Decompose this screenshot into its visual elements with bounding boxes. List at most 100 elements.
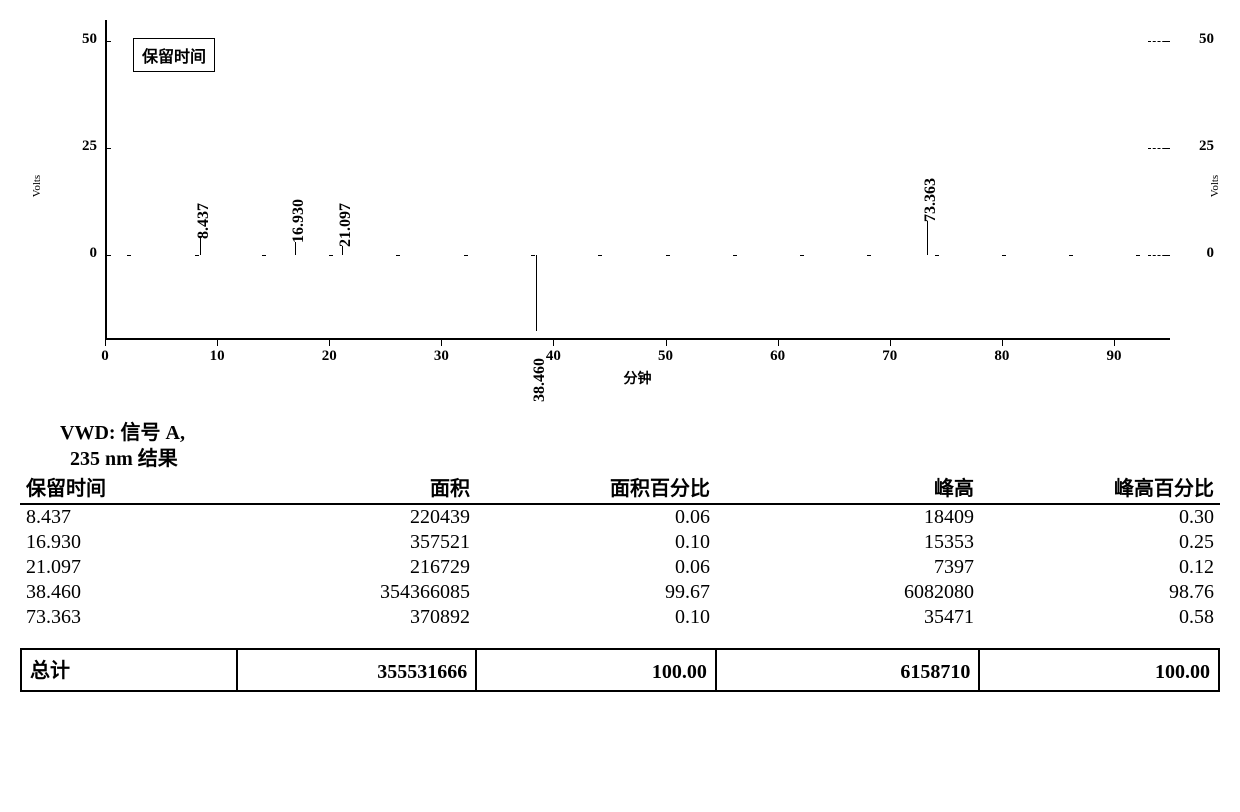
x-axis-label: 分钟 [624,368,652,388]
totals-label: 总计 [21,649,237,691]
table-cell: 15353 [716,530,980,555]
xtick: 0 [101,348,109,365]
baseline-dot [1069,255,1073,257]
baseline-dot [464,255,468,257]
table-row: 16.9303575210.10153530.25 [20,530,1220,555]
table-cell: 6082080 [716,580,980,605]
table-cell: 0.06 [476,504,716,530]
table-cell: 16.930 [20,530,236,555]
xtick: 60 [770,348,785,365]
xtick-mark [1002,340,1003,346]
peak-label: 73.363 [922,178,940,222]
baseline-dot [262,255,266,257]
table-cell: 370892 [236,605,476,630]
totals-cell: 100.00 [979,649,1219,691]
peak-line [927,221,928,255]
table-cell: 7397 [716,555,980,580]
baseline-dot [867,255,871,257]
peak-line [295,242,296,255]
ytick-left: 0 [57,245,97,262]
xtick-mark [105,340,106,346]
peak-label: 8.437 [195,203,213,239]
table-cell: 35471 [716,605,980,630]
col-header: 面积 [236,472,476,504]
table-cell: 216729 [236,555,476,580]
peak-line [200,238,201,255]
xtick: 20 [322,348,337,365]
ytick-mark [105,148,111,149]
totals-row: 总计355531666100.006158710100.00 [21,649,1219,691]
table-cell: 38.460 [20,580,236,605]
xtick-mark [441,340,442,346]
peak-line [342,246,343,255]
grid-dash [1148,255,1170,256]
table-cell: 0.10 [476,605,716,630]
baseline-dot [733,255,737,257]
ytick-left: 50 [57,31,97,48]
baseline-dot [127,255,131,257]
y-axis-label-right: Volts [1209,175,1221,197]
xtick-mark [1114,340,1115,346]
results-table: 保留时间面积面积百分比峰高峰高百分比 8.4372204390.06184090… [20,472,1220,630]
table-cell: 354366085 [236,580,476,605]
y-axis-line [105,20,107,340]
legend-box: 保留时间 [133,38,215,72]
xtick: 70 [882,348,897,365]
table-header-row: 保留时间面积面积百分比峰高峰高百分比 [20,472,1220,504]
peak-label: 38.460 [531,358,549,402]
totals-cell: 355531666 [237,649,477,691]
baseline-dot [666,255,670,257]
grid-dash [1148,41,1170,42]
totals-cell: 100.00 [476,649,716,691]
xtick-mark [217,340,218,346]
baseline-dot [935,255,939,257]
table-row: 8.4372204390.06184090.30 [20,504,1220,530]
table-cell: 21.097 [20,555,236,580]
xtick: 50 [658,348,673,365]
baseline-dot [598,255,602,257]
xtick: 10 [210,348,225,365]
results-title-line1: VWD: 信号 A, [60,420,1220,446]
baseline-dot [1002,255,1006,257]
plot-area: 保留时间 02550025500102030405060708090分钟8.43… [105,20,1170,340]
table-row: 73.3633708920.10354710.58 [20,605,1220,630]
totals-cell: 6158710 [716,649,980,691]
table-row: 21.0972167290.0673970.12 [20,555,1220,580]
xtick-mark [329,340,330,346]
table-cell: 0.30 [980,504,1220,530]
table-cell: 0.25 [980,530,1220,555]
col-header: 面积百分比 [476,472,716,504]
peak-line [536,255,537,332]
table-cell: 73.363 [20,605,236,630]
ytick-right: 50 [1199,31,1214,48]
table-cell: 357521 [236,530,476,555]
results-title-line2: 235 nm 结果 [70,446,1220,472]
table-cell: 99.67 [476,580,716,605]
baseline-dot [531,255,535,257]
table-cell: 0.12 [980,555,1220,580]
xtick-mark [890,340,891,346]
ytick-left: 25 [57,138,97,155]
baseline-dot [329,255,333,257]
chromatogram-chart: Volts Volts 保留时间 02550025500102030405060… [20,10,1220,380]
results-title: VWD: 信号 A, 235 nm 结果 [60,420,1220,472]
table-cell: 220439 [236,504,476,530]
table-row: 38.46035436608599.67608208098.76 [20,580,1220,605]
xtick: 80 [994,348,1009,365]
xtick-mark [553,340,554,346]
ytick-mark [105,255,111,256]
col-header: 保留时间 [20,472,236,504]
table-cell: 0.58 [980,605,1220,630]
totals-table: 总计355531666100.006158710100.00 [20,648,1220,692]
table-cell: 18409 [716,504,980,530]
ytick-mark [105,41,111,42]
baseline-dot [396,255,400,257]
xtick-mark [778,340,779,346]
table-cell: 0.10 [476,530,716,555]
peak-label: 16.930 [290,199,308,243]
baseline-dot [800,255,804,257]
peak-label: 21.097 [337,203,355,247]
legend-label: 保留时间 [142,49,206,66]
table-cell: 8.437 [20,504,236,530]
y-axis-label-left: Volts [31,175,43,197]
